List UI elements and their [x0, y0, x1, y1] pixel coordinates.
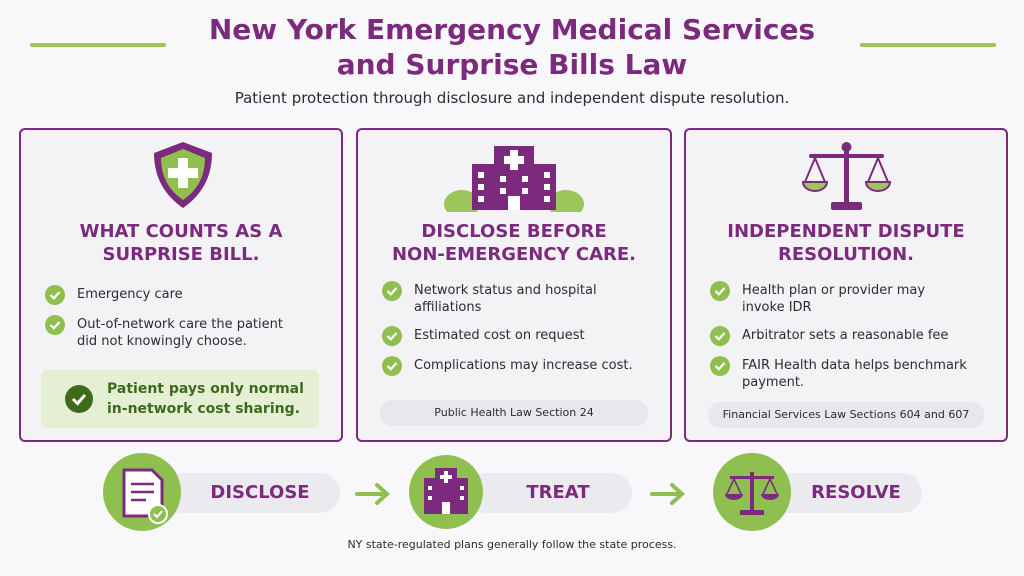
decor-rule: [30, 43, 166, 47]
item-text: Estimated cost on request: [414, 328, 585, 343]
item-list: Emergency care Out-of-network care the pa…: [45, 285, 305, 350]
card-title-line: DISCLOSE BEFORE: [421, 221, 607, 242]
check-icon: [45, 285, 65, 305]
step-label: DISCLOSE: [160, 473, 340, 513]
check-icon: [65, 385, 93, 413]
list-item: Complications may increase cost.: [382, 356, 642, 376]
hospital-icon: [444, 146, 584, 212]
callout-text: Patient pays only normal in-network cost…: [107, 381, 304, 417]
check-icon: [382, 281, 402, 301]
check-icon: [382, 326, 402, 346]
item-text: Out-of-network care the patient did not …: [77, 317, 283, 349]
decor-rule: [860, 43, 996, 47]
list-item: FAIR Health data helps benchmark payment…: [710, 356, 970, 391]
card: INDEPENDENT DISPUTE RESOLUTION. Health p…: [684, 128, 1008, 442]
list-item: Arbitrator sets a reasonable fee: [710, 326, 970, 346]
list-item: Health plan or provider may invoke IDR: [710, 281, 970, 316]
card: WHAT COUNTS AS A SURPRISE BILL. Emergenc…: [19, 128, 343, 442]
check-icon: [710, 356, 730, 376]
card-title-line: SURPRISE BILL.: [102, 244, 260, 265]
item-list: Health plan or provider may invoke IDR Ar…: [710, 281, 970, 391]
title-line: New York Emergency Medical Services: [208, 13, 816, 46]
title-line: and Surprise Bills Law: [336, 48, 688, 81]
card-title-line: RESOLUTION.: [777, 244, 915, 265]
card-title: DISCLOSE BEFORE NON-EMERGENCY CARE.: [358, 220, 670, 266]
step-label: TREAT: [464, 473, 632, 513]
card: DISCLOSE BEFORE NON-EMERGENCY CARE. Netw…: [356, 128, 672, 442]
title: New York Emergency Medical Services and …: [0, 12, 1024, 82]
card-title: WHAT COUNTS AS A SURPRISE BILL.: [21, 220, 341, 266]
check-icon: [710, 326, 730, 346]
card-title-line: NON-EMERGENCY CARE.: [391, 244, 637, 265]
list-item: Network status and hospital affiliations: [382, 281, 642, 316]
list-item: Estimated cost on request: [382, 326, 642, 346]
item-text: Arbitrator sets a reasonable fee: [742, 328, 949, 343]
subtitle: Patient protection through disclosure an…: [234, 89, 790, 107]
check-icon: [710, 281, 730, 301]
flow-graphics: [103, 453, 791, 531]
footnote: NY state-regulated plans generally follo…: [347, 538, 677, 551]
check-icon: [45, 315, 65, 335]
card-title-line: INDEPENDENT DISPUTE: [727, 221, 965, 242]
item-list: Network status and hospital affiliations…: [382, 281, 642, 376]
card-title: INDEPENDENT DISPUTE RESOLUTION.: [686, 220, 1006, 266]
item-text: Emergency care: [77, 287, 183, 302]
item-text: Health plan or provider may invoke IDR: [742, 283, 926, 315]
shield-icon: [154, 142, 212, 208]
item-text: FAIR Health data helps benchmark payment…: [742, 358, 967, 390]
scales-icon: [801, 142, 891, 210]
check-icon: [382, 356, 402, 376]
item-text: Network status and hospital affiliations: [414, 283, 597, 315]
list-item: Out-of-network care the patient did not …: [45, 315, 305, 350]
card-title-line: WHAT COUNTS AS A: [79, 221, 283, 242]
list-item: Emergency care: [45, 285, 305, 305]
callout: Patient pays only normal in-network cost…: [41, 370, 319, 428]
item-text: Complications may increase cost.: [414, 358, 633, 373]
step-label: RESOLVE: [770, 473, 922, 513]
law-citation: Public Health Law Section 24: [380, 400, 648, 426]
law-citation: Financial Services Law Sections 604 and …: [708, 402, 984, 428]
